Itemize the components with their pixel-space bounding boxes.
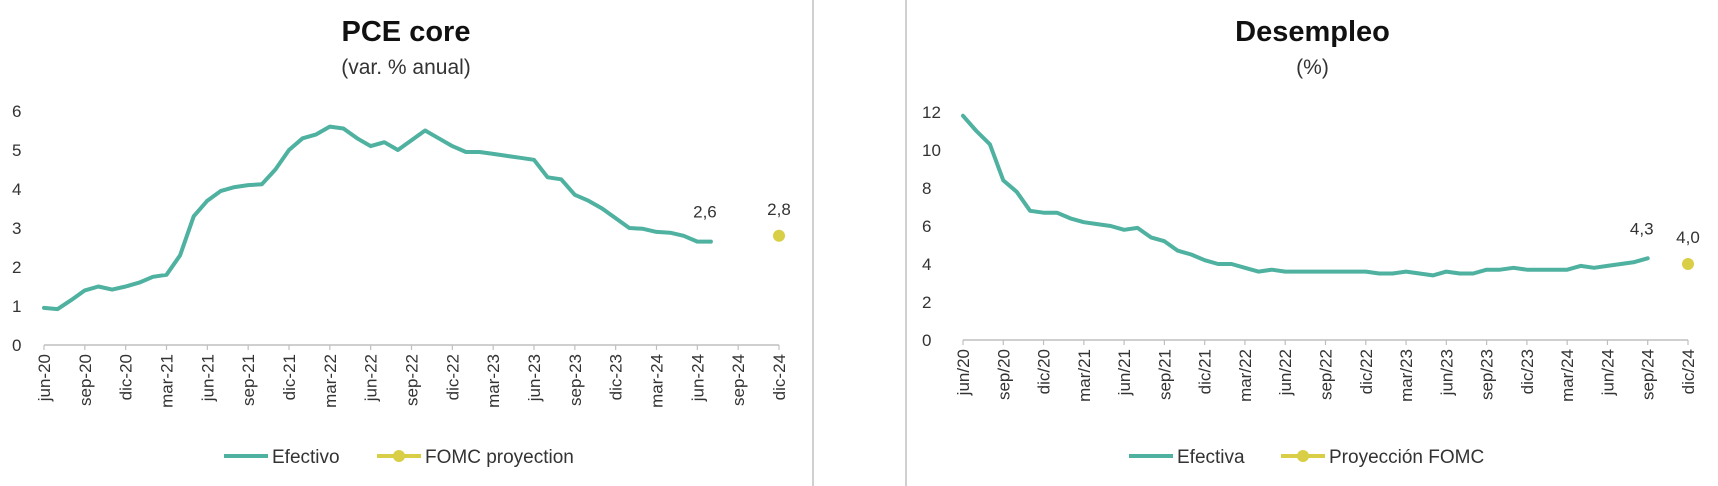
legend-label: Efectivo: [272, 447, 340, 468]
legend-label: Proyección FOMC: [1329, 447, 1484, 468]
y-tick-label: 0: [12, 336, 21, 355]
x-tick-label: sep/24: [1639, 349, 1658, 400]
legend-marker: [1297, 450, 1309, 462]
data-label: 2,8: [767, 200, 791, 219]
y-tick-label: 0: [922, 331, 931, 350]
legend-label: Efectiva: [1177, 447, 1245, 468]
x-tick-label: jun/21: [1115, 349, 1134, 396]
chart-subtitle: (%): [1296, 56, 1329, 79]
y-tick-label: 3: [12, 219, 21, 238]
x-tick-label: sep-22: [403, 354, 422, 406]
x-tick-label: dic-24: [770, 354, 789, 400]
x-tick-label: dic-22: [443, 354, 462, 400]
x-tick-label: sep-23: [566, 354, 585, 406]
x-tick-label: sep/21: [1155, 349, 1174, 400]
x-tick-label: dic-20: [117, 354, 136, 400]
y-tick-label: 8: [922, 179, 931, 198]
chart-title: PCE core: [341, 16, 471, 48]
x-tick-label: jun-20: [35, 354, 54, 402]
x-tick-label: sep-24: [729, 354, 748, 406]
chart-title: Desempleo: [1235, 16, 1390, 48]
desempleo-chart: Desempleo (%) 0 2 4 6 8 10 12 jun/20 sep/20 dic/2…: [907, 0, 1718, 486]
x-tick-label: mar-23: [484, 354, 503, 408]
x-tick-label: sep/20: [994, 349, 1013, 400]
y-tick-label: 5: [12, 141, 21, 160]
x-tick-label: mar-22: [321, 354, 340, 408]
panel-divider: [812, 0, 814, 486]
data-label: 4,3: [1630, 219, 1654, 238]
x-tick-label: dic/24: [1679, 349, 1698, 394]
y-tick-label: 12: [922, 103, 941, 122]
x-tick-label: jun-21: [198, 354, 217, 402]
data-label: 4,0: [1676, 228, 1700, 247]
x-tick-label: jun-23: [525, 354, 544, 402]
x-tick-label: sep-21: [239, 354, 258, 406]
x-tick-label: dic/21: [1196, 349, 1215, 394]
desempleo-plot: 0 2 4 6 8 10 12 jun/20 sep/20 dic/20 mar/21 jun/21 s…: [922, 103, 1700, 468]
y-tick-label: 1: [12, 297, 21, 316]
x-tick-label: jun-22: [362, 354, 381, 402]
x-tick-label: mar-24: [648, 354, 667, 408]
x-tick-label: dic-23: [607, 354, 626, 400]
y-tick-label: 6: [12, 102, 21, 121]
panel-divider: [905, 0, 907, 486]
y-tick-label: 4: [922, 255, 931, 274]
x-tick-label: jun/23: [1437, 349, 1456, 396]
x-tick-label: jun/20: [954, 349, 973, 396]
x-tick-label: mar/21: [1075, 349, 1094, 402]
y-tick-label: 2: [922, 293, 931, 312]
chart-subtitle: (var. % anual): [341, 56, 471, 79]
pce-core-chart: PCE core (var. % anual) 0 1 2 3 4 5 6 jun-20 sep…: [0, 0, 812, 486]
x-tick-label: sep/23: [1478, 349, 1497, 400]
x-tick-label: dic/22: [1357, 349, 1376, 394]
x-tick-label: dic/23: [1518, 349, 1537, 394]
x-tick-label: jun-24: [688, 354, 707, 402]
x-tick-label: dic/20: [1035, 349, 1054, 394]
x-tick-label: sep/22: [1317, 349, 1336, 400]
projection-point: [773, 229, 785, 242]
y-tick-label: 6: [922, 217, 931, 236]
data-label: 2,6: [693, 203, 717, 222]
x-tick-label: jun/22: [1276, 349, 1295, 396]
x-tick-label: sep-20: [76, 354, 95, 406]
x-tick-label: mar-21: [158, 354, 177, 408]
x-tick-label: jun/24: [1598, 349, 1617, 396]
legend-label: FOMC proyection: [425, 447, 574, 468]
x-tick-label: mar/22: [1236, 349, 1255, 402]
y-tick-label: 2: [12, 258, 21, 277]
x-tick-label: mar/24: [1558, 349, 1577, 402]
pce-core-plot: 0 1 2 3 4 5 6 jun-20 sep-20 dic-20 mar-21 jun-21 sep…: [12, 102, 791, 468]
x-tick-label: dic-21: [280, 354, 299, 400]
legend-marker: [393, 450, 405, 462]
series-line: [42, 124, 713, 312]
x-tick-label: mar/23: [1397, 349, 1416, 402]
y-tick-label: 10: [922, 141, 941, 160]
projection-point: [1682, 258, 1694, 270]
y-tick-label: 4: [12, 180, 21, 199]
series-line: [961, 113, 1650, 278]
